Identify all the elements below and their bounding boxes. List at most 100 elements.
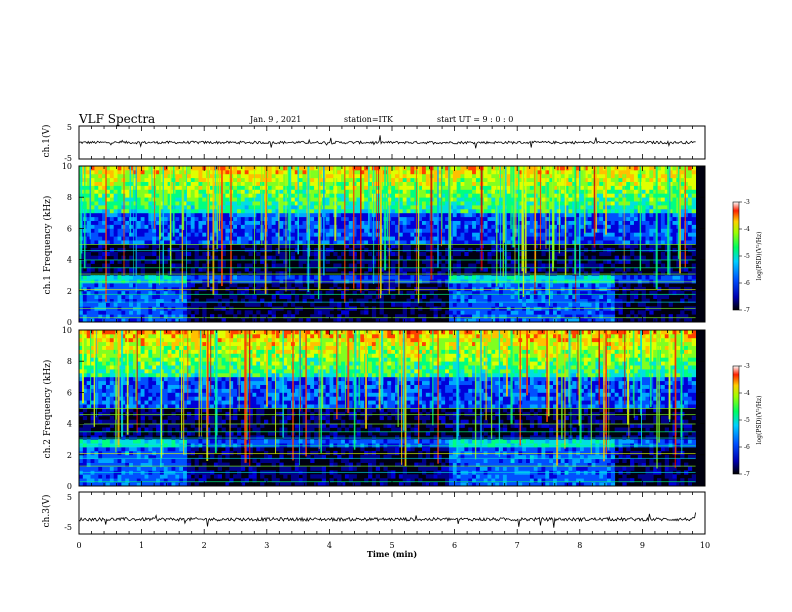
spectrogram-cell xyxy=(125,294,130,299)
spectrogram-cell xyxy=(464,240,469,245)
spectrogram-cell xyxy=(240,286,246,292)
spectrogram-cell xyxy=(213,294,219,299)
spectrogram-cell xyxy=(660,177,666,182)
spectrogram-cell xyxy=(202,314,207,319)
spectrogram-cell xyxy=(325,216,330,221)
spectrogram-cell xyxy=(541,298,546,303)
spectrogram-cell xyxy=(360,255,365,260)
spectrogram-cell xyxy=(360,290,365,296)
spectrogram-cell xyxy=(529,169,535,175)
spectrogram-cell xyxy=(144,205,149,210)
spectrogram-cell xyxy=(560,244,565,249)
spectrogram-cell xyxy=(491,263,496,268)
spectrogram-cell xyxy=(105,236,111,241)
spectrogram-cell xyxy=(194,275,199,280)
spectrogram-cell xyxy=(487,251,492,257)
spectrogram-cell xyxy=(210,189,215,194)
spectrogram-cell xyxy=(472,220,477,225)
spectrogram-cell xyxy=(541,169,546,175)
spectrogram-cell xyxy=(163,232,169,237)
spectrogram-cell xyxy=(560,193,565,198)
spectrogram-cell xyxy=(171,294,176,299)
spectrogram-cell xyxy=(225,310,230,315)
spectrogram-cell xyxy=(283,177,288,182)
spectrogram-cell xyxy=(179,286,184,292)
spectrogram-cell xyxy=(125,286,130,292)
spectrogram-cell xyxy=(526,173,531,179)
spectrogram-cell xyxy=(572,290,577,296)
spectrogram-cell xyxy=(603,236,608,241)
spectrogram-cell xyxy=(406,212,411,218)
spectrogram-cell xyxy=(437,212,442,218)
spectrogram-cell xyxy=(537,224,542,229)
spectrogram-cell xyxy=(90,255,95,260)
spectrogram-cell xyxy=(360,173,365,179)
spectrogram-cell xyxy=(275,166,280,171)
spectrogram-cell xyxy=(183,216,188,221)
spectrogram-cell xyxy=(314,216,319,221)
spectrogram-cell xyxy=(614,212,619,218)
spectrogram-cell xyxy=(491,247,496,253)
spectrogram-cell xyxy=(225,169,230,175)
spectrogram-cell xyxy=(344,310,350,315)
spectrogram-cell xyxy=(348,173,354,179)
spectrogram-cell xyxy=(140,267,145,272)
spectrogram-cell xyxy=(633,224,639,229)
spectrogram-cell xyxy=(368,224,373,229)
spectrogram-cell xyxy=(418,279,423,284)
spectrogram-cell xyxy=(614,166,619,171)
spectrogram-cell xyxy=(237,189,242,194)
spectrogram-cell xyxy=(144,286,149,292)
spectrogram-cell xyxy=(395,236,400,241)
spectrogram-cell xyxy=(657,216,662,221)
spectrogram-cell xyxy=(483,236,488,241)
spectrogram-cell xyxy=(167,275,172,280)
spectrogram-cell xyxy=(610,224,616,229)
spectrogram-cell xyxy=(113,290,118,296)
spectrogram-cell xyxy=(186,279,192,284)
spectrogram-cell xyxy=(395,205,400,210)
spectrogram-cell xyxy=(395,283,400,288)
spectrogram-cell xyxy=(221,197,226,202)
spectrogram-cell xyxy=(418,193,423,198)
spectrogram-cell xyxy=(421,185,427,190)
spectrogram-cell xyxy=(633,240,639,245)
spectrogram-cell xyxy=(113,279,118,284)
spectrogram-cell xyxy=(464,197,469,202)
spectrogram-cell xyxy=(653,255,658,260)
spectrogram-cell xyxy=(591,286,596,292)
spectrogram-cell xyxy=(576,286,581,292)
spectrogram-cell xyxy=(618,205,623,210)
spectrogram-cell xyxy=(649,197,654,202)
spectrogram-cell xyxy=(564,193,569,198)
spectrogram-cell xyxy=(121,283,126,288)
spectrogram-cell xyxy=(499,286,504,292)
spectrogram-cell xyxy=(290,185,296,190)
spectrogram-cell xyxy=(441,224,446,229)
spectrogram-cell xyxy=(614,286,619,292)
spectrogram-cell xyxy=(641,228,646,233)
spectrogram-cell xyxy=(664,275,670,280)
spectrogram-cell xyxy=(660,197,666,202)
spectrogram-cell xyxy=(244,267,249,272)
spectrogram-cell xyxy=(560,275,565,280)
spectrogram-cell xyxy=(210,201,215,206)
spectrogram-cell xyxy=(545,236,550,241)
spectrogram-cell xyxy=(653,318,658,323)
spectrogram-cell xyxy=(649,166,654,171)
spectrogram-cell xyxy=(487,318,492,323)
spectrogram-cell xyxy=(402,275,407,280)
spectrogram-cell xyxy=(418,166,423,171)
spectrogram-cell xyxy=(105,267,111,272)
spectrogram-cell xyxy=(314,220,319,225)
spectrogram-cell xyxy=(279,228,284,233)
spectrogram-cell xyxy=(267,208,273,214)
spectrogram-cell xyxy=(533,290,538,296)
spectrogram-cell xyxy=(90,169,95,175)
spectrogram-cell xyxy=(522,267,527,272)
spectrogram-cell xyxy=(125,279,130,284)
spectrogram-cell xyxy=(248,173,253,179)
spectrogram-cell xyxy=(298,177,303,182)
spectrogram-cell xyxy=(391,205,396,210)
spectrogram-cell xyxy=(421,216,427,221)
